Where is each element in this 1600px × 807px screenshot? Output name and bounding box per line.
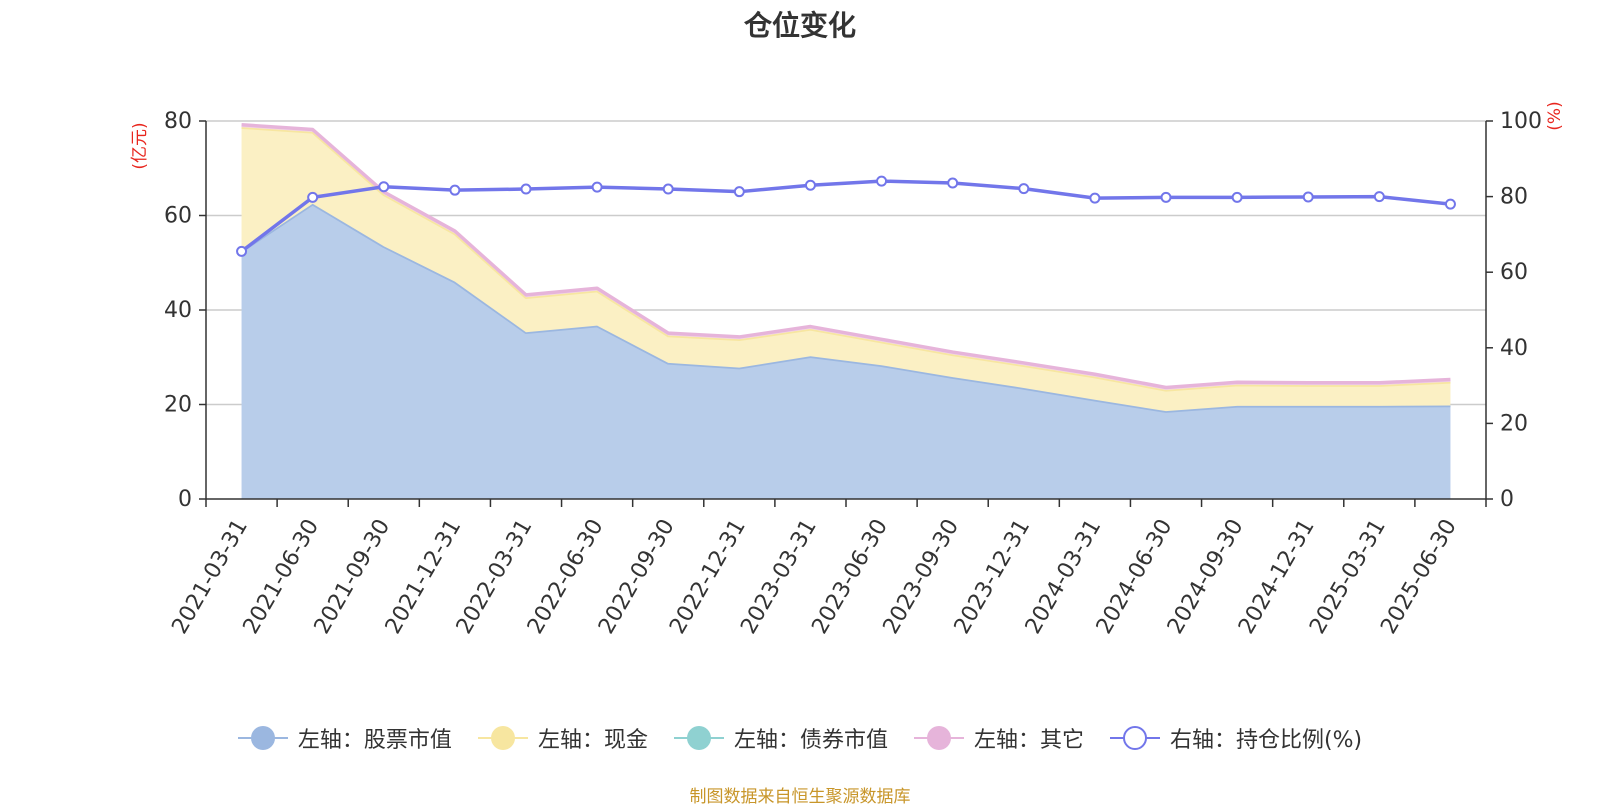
- line-point: [947, 177, 959, 189]
- line-point: [804, 179, 816, 191]
- line-point: [1089, 192, 1101, 204]
- x-axis-tick-label: 2021-06-30: [239, 515, 325, 638]
- x-axis-tick-label: 2024-06-30: [1092, 515, 1178, 638]
- series-line: [240, 179, 1451, 253]
- x-axis-tick-label: 2023-12-31: [950, 515, 1036, 638]
- line-point: [1160, 191, 1172, 203]
- legend-label: 左轴：股票市值: [297, 728, 452, 753]
- x-axis-tick-label: 2023-09-30: [879, 515, 965, 638]
- left-axis-tick-label: 80: [164, 109, 192, 134]
- right-axis-tick-label: 80: [1500, 185, 1528, 210]
- legend-item[interactable]: 右轴：持仓比例(%): [1109, 722, 1363, 754]
- left-axis-tick-label: 20: [164, 393, 192, 418]
- area-edge-左轴：现金: [241, 125, 1451, 392]
- line-point: [1018, 183, 1030, 195]
- chart-title: 仓位变化: [743, 9, 856, 42]
- x-axis-tick-label: 2025-06-30: [1376, 515, 1462, 638]
- legend-item[interactable]: 左轴：股票市值: [237, 722, 452, 754]
- legend-swatch-icon: [477, 725, 528, 751]
- legend-item[interactable]: 左轴：现金: [477, 722, 648, 754]
- line-point: [1231, 191, 1243, 203]
- left-axis-tick-label: 40: [164, 298, 192, 323]
- line-point: [733, 186, 745, 198]
- legend-swatch-icon: [1109, 725, 1160, 751]
- line-point: [520, 183, 532, 195]
- x-axis-tick-label: 2022-12-31: [665, 515, 751, 638]
- left-axis-tick-label: 60: [164, 204, 192, 229]
- right-axis-tick-label: 0: [1500, 487, 1514, 512]
- line-point: [876, 175, 888, 187]
- x-axis-tick-label: 2022-09-30: [594, 515, 680, 638]
- x-axis-tick-label: 2022-03-31: [452, 515, 538, 638]
- legend-label: 左轴：其它: [973, 728, 1084, 753]
- x-axis-tick-label: 2023-06-30: [807, 515, 893, 638]
- line-point: [1302, 191, 1314, 203]
- source-note: 制图数据来自恒生聚源数据库: [689, 787, 911, 807]
- line-point: [1373, 191, 1385, 203]
- x-axis-tick-label: 2022-06-30: [523, 515, 609, 638]
- right-axis-tick-label: 60: [1500, 260, 1528, 285]
- right-axis-tick-label: 100: [1500, 109, 1542, 134]
- line-point: [591, 181, 603, 193]
- line-point: [307, 191, 319, 203]
- legend-label: 左轴：债券市值: [733, 728, 888, 753]
- legend-swatch-icon: [913, 725, 964, 751]
- legend-item[interactable]: 左轴：其它: [913, 722, 1084, 754]
- legend-label: 右轴：持仓比例(%): [1169, 728, 1363, 753]
- line-point: [1444, 198, 1456, 210]
- line-point: [449, 184, 461, 196]
- left-axis-tick-label: 0: [178, 487, 192, 512]
- left-axis-unit: (亿元): [130, 122, 150, 169]
- right-axis-tick-label: 40: [1500, 336, 1528, 361]
- line-point: [662, 183, 674, 195]
- x-axis-tick-label: 2023-03-31: [736, 515, 822, 638]
- x-axis-tick-label: 2025-03-31: [1305, 515, 1391, 638]
- area-layer: [240, 123, 1451, 499]
- line-point: [236, 245, 248, 257]
- line-point: [378, 181, 390, 193]
- legend-swatch-icon: [673, 725, 724, 751]
- area-edge-左轴：其它: [241, 123, 1451, 390]
- legend-label: 左轴：现金: [537, 728, 648, 753]
- x-axis-tick-label: 2024-12-31: [1234, 515, 1320, 638]
- line-layer: [236, 175, 1456, 257]
- area-左轴：现金: [241, 127, 1451, 412]
- x-axis-tick-label: 2024-03-31: [1021, 515, 1107, 638]
- x-axis-tick-label: 2021-03-31: [167, 515, 253, 638]
- x-axis-tick-label: 2021-09-30: [310, 515, 396, 638]
- x-axis-tick-label: 2024-09-30: [1163, 515, 1249, 638]
- legend-swatch-icon: [237, 725, 288, 751]
- right-axis-tick-label: 20: [1500, 411, 1528, 436]
- legend: 左轴：股票市值 左轴：现金 左轴：债券市值 左轴：其它 右轴：持仓比例(%): [0, 722, 1600, 754]
- x-axis-tick-label: 2021-12-31: [381, 515, 467, 638]
- area-左轴：股票市值: [241, 203, 1451, 499]
- legend-item[interactable]: 左轴：债券市值: [673, 722, 888, 754]
- right-axis-unit: (%): [1545, 101, 1565, 130]
